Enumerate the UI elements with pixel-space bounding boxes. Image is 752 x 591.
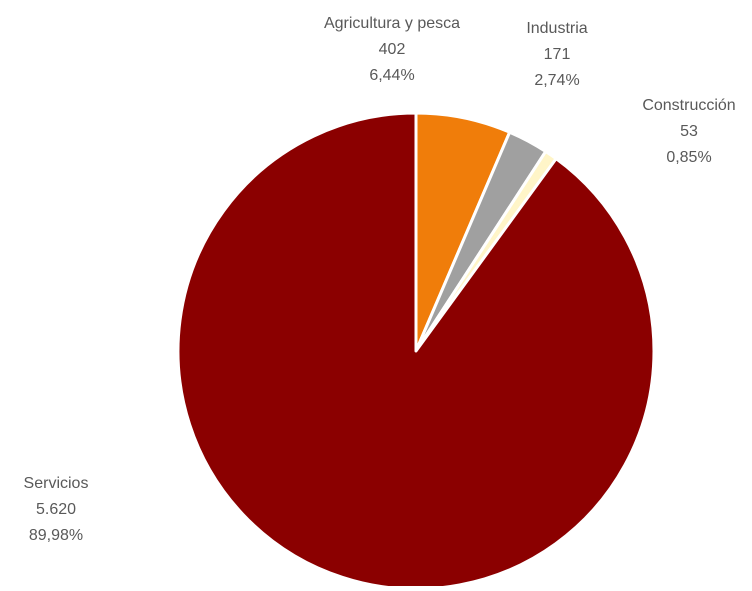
pie-labels: Agricultura y pesca 402 6,44% Industria 171 2…: [24, 15, 736, 544]
data-label-percent: 0,85%: [666, 149, 711, 166]
data-label-value: 53: [680, 123, 698, 140]
data-label-value: 5.620: [36, 501, 76, 518]
data-label-category: Servicios: [24, 475, 89, 492]
data-label-percent: 2,74%: [534, 72, 579, 89]
data-label-category: Agricultura y pesca: [324, 15, 460, 32]
data-label-category: Industria: [526, 20, 587, 37]
data-label-servicios: Servicios 5.620 89,98%: [24, 475, 89, 544]
pie-slices: [176, 111, 656, 591]
data-label-percent: 6,44%: [369, 67, 414, 84]
data-label-value: 171: [544, 46, 571, 63]
data-label-industria: Industria 171 2,74%: [526, 20, 587, 89]
data-label-category: Construcción: [642, 97, 735, 114]
pie-slice-servicios: [176, 111, 656, 591]
data-label-construcci-n: Construcción 53 0,85%: [642, 97, 735, 166]
data-label-percent: 89,98%: [29, 527, 83, 544]
data-label-agricultura-y-pesca: Agricultura y pesca 402 6,44%: [324, 15, 460, 84]
data-label-value: 402: [379, 41, 406, 58]
